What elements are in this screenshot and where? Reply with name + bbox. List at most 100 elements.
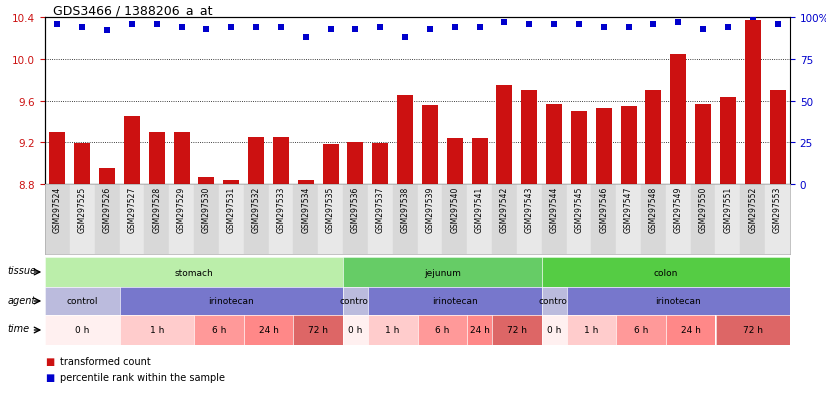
Text: 1 h: 1 h — [150, 326, 164, 335]
Point — [622, 25, 635, 31]
Bar — [616, 185, 641, 254]
Text: colon: colon — [653, 268, 678, 277]
Bar — [70, 185, 95, 254]
Bar — [740, 185, 765, 254]
Text: GSM297530: GSM297530 — [202, 186, 211, 232]
Bar — [521, 91, 538, 185]
Bar — [468, 185, 492, 254]
Bar — [244, 185, 268, 254]
Text: 72 h: 72 h — [507, 326, 527, 335]
Point — [51, 21, 64, 28]
Text: 6 h: 6 h — [435, 326, 449, 335]
Text: GSM297548: GSM297548 — [649, 186, 658, 232]
Bar — [571, 112, 587, 185]
Bar — [223, 180, 240, 185]
Bar — [417, 185, 443, 254]
Bar — [95, 185, 120, 254]
Bar — [443, 185, 468, 254]
Bar — [765, 185, 790, 254]
Text: GSM297539: GSM297539 — [425, 186, 434, 232]
Bar — [496, 85, 512, 185]
Text: GSM297528: GSM297528 — [152, 186, 161, 232]
Bar — [124, 117, 140, 185]
Bar — [149, 133, 165, 185]
Text: 24 h: 24 h — [259, 326, 278, 335]
Bar — [719, 98, 736, 185]
Text: GSM297546: GSM297546 — [599, 186, 608, 232]
Text: 6 h: 6 h — [634, 326, 648, 335]
Bar — [318, 185, 343, 254]
Text: GSM297553: GSM297553 — [773, 186, 782, 232]
Text: 6 h: 6 h — [211, 326, 226, 335]
Point — [498, 20, 511, 26]
Point — [249, 25, 263, 31]
Point — [101, 28, 114, 35]
Text: ■: ■ — [45, 356, 55, 366]
Text: agent: agent — [7, 295, 36, 305]
Bar — [194, 185, 219, 254]
Text: GSM297536: GSM297536 — [351, 186, 360, 232]
Point — [647, 21, 660, 28]
Point — [373, 25, 387, 31]
Text: 0 h: 0 h — [75, 326, 89, 335]
Text: control: control — [67, 297, 98, 306]
Text: GSM297526: GSM297526 — [102, 186, 112, 232]
Bar — [392, 185, 417, 254]
Text: irinotecan: irinotecan — [432, 297, 477, 306]
Text: GSM297537: GSM297537 — [376, 186, 385, 232]
Bar — [273, 138, 289, 185]
Text: 1 h: 1 h — [386, 326, 400, 335]
Text: 24 h: 24 h — [681, 326, 700, 335]
Text: GSM297533: GSM297533 — [277, 186, 286, 232]
Text: GSM297529: GSM297529 — [177, 186, 186, 232]
Bar — [268, 185, 293, 254]
Point — [548, 21, 561, 28]
Text: ■: ■ — [45, 372, 55, 382]
Text: control: control — [339, 297, 371, 306]
Point — [672, 20, 685, 26]
Point — [523, 21, 536, 28]
Point — [200, 26, 213, 33]
Bar — [670, 55, 686, 185]
Bar — [368, 185, 392, 254]
Text: GSM297552: GSM297552 — [748, 186, 757, 232]
Text: GSM297551: GSM297551 — [724, 186, 733, 232]
Bar — [517, 185, 542, 254]
Point — [746, 14, 759, 21]
Text: jejunum: jejunum — [424, 268, 461, 277]
Text: GSM297550: GSM297550 — [699, 186, 708, 232]
Point — [449, 25, 462, 31]
Text: GSM297532: GSM297532 — [252, 186, 260, 232]
Point — [225, 25, 238, 31]
Point — [473, 25, 487, 31]
Point — [175, 25, 188, 31]
Point — [150, 21, 164, 28]
Bar — [169, 185, 194, 254]
Text: GSM297543: GSM297543 — [525, 186, 534, 232]
Bar — [120, 185, 145, 254]
Text: GSM297540: GSM297540 — [450, 186, 459, 232]
Bar — [691, 185, 715, 254]
Bar — [348, 143, 363, 185]
Point — [76, 25, 89, 31]
Bar — [492, 185, 517, 254]
Text: percentile rank within the sample: percentile rank within the sample — [59, 372, 225, 382]
Bar — [770, 91, 786, 185]
Text: 72 h: 72 h — [743, 326, 762, 335]
Bar — [641, 185, 666, 254]
Text: 24 h: 24 h — [470, 326, 490, 335]
Bar — [591, 185, 616, 254]
Bar — [645, 91, 662, 185]
Text: 0 h: 0 h — [547, 326, 562, 335]
Text: 72 h: 72 h — [308, 326, 328, 335]
Point — [299, 35, 312, 41]
Point — [572, 21, 586, 28]
Text: GDS3466 / 1388206_a_at: GDS3466 / 1388206_a_at — [53, 4, 213, 17]
Text: stomach: stomach — [174, 268, 213, 277]
Text: tissue: tissue — [7, 266, 36, 276]
Bar — [745, 21, 761, 185]
Point — [126, 21, 139, 28]
Text: transformed count: transformed count — [59, 356, 150, 366]
Bar — [45, 185, 70, 254]
Bar — [248, 138, 264, 185]
